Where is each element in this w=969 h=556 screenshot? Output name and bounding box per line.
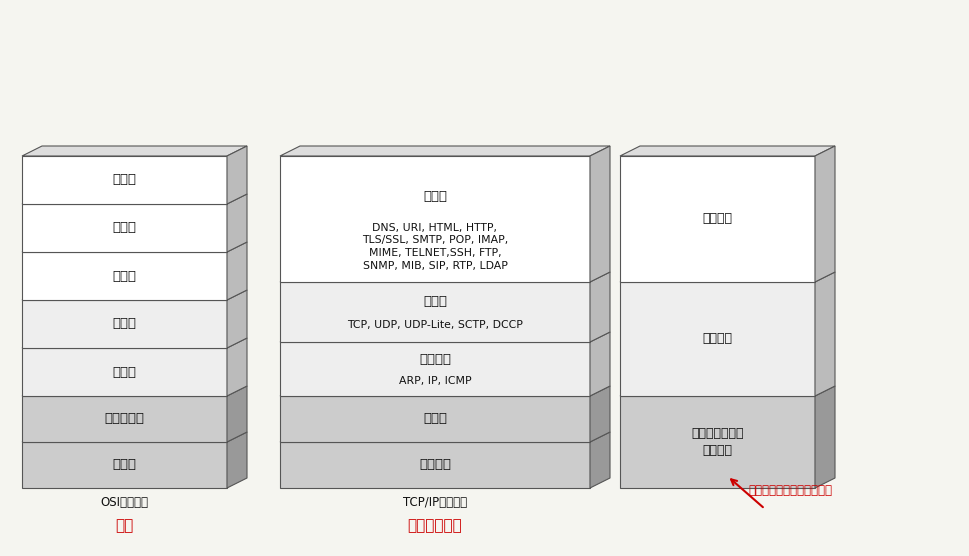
- Text: 表示层: 表示层: [112, 221, 137, 235]
- Text: 五层（四层）: 五层（四层）: [407, 518, 462, 533]
- Polygon shape: [227, 338, 247, 396]
- Polygon shape: [280, 332, 610, 342]
- Text: 互联网层: 互联网层: [419, 353, 451, 366]
- Polygon shape: [589, 432, 610, 488]
- Polygon shape: [22, 386, 247, 396]
- Text: 网卡层: 网卡层: [422, 413, 447, 425]
- Text: 传输层: 传输层: [112, 317, 137, 330]
- Polygon shape: [22, 432, 247, 442]
- Text: 应用程序: 应用程序: [702, 212, 732, 226]
- Polygon shape: [589, 386, 610, 442]
- Polygon shape: [227, 194, 247, 252]
- Polygon shape: [22, 348, 227, 396]
- Text: TCP/IP分层模型: TCP/IP分层模型: [402, 496, 467, 509]
- Polygon shape: [280, 146, 610, 156]
- Polygon shape: [227, 432, 247, 488]
- Text: 会话层: 会话层: [112, 270, 137, 282]
- Text: TCP, UDP, UDP-Lite, SCTP, DCCP: TCP, UDP, UDP-Lite, SCTP, DCCP: [347, 320, 522, 330]
- Text: 七层: 七层: [115, 518, 134, 533]
- Polygon shape: [22, 156, 227, 204]
- Text: （硬件）: （硬件）: [419, 459, 451, 471]
- Polygon shape: [589, 146, 610, 282]
- Text: 应用层: 应用层: [112, 173, 137, 186]
- Text: 操作系统与应用程序的层次: 操作系统与应用程序的层次: [747, 484, 831, 497]
- Text: ARP, IP, ICMP: ARP, IP, ICMP: [398, 376, 471, 386]
- Polygon shape: [619, 386, 834, 396]
- Polygon shape: [22, 242, 247, 252]
- Polygon shape: [22, 396, 227, 442]
- Polygon shape: [619, 156, 814, 282]
- Polygon shape: [280, 442, 589, 488]
- Polygon shape: [22, 442, 227, 488]
- Text: 应用层: 应用层: [422, 190, 447, 203]
- Polygon shape: [280, 396, 589, 442]
- Polygon shape: [22, 204, 227, 252]
- Polygon shape: [619, 272, 834, 282]
- Polygon shape: [589, 332, 610, 396]
- Polygon shape: [22, 338, 247, 348]
- Polygon shape: [619, 146, 834, 156]
- Polygon shape: [227, 146, 247, 204]
- Polygon shape: [814, 146, 834, 282]
- Polygon shape: [589, 272, 610, 342]
- Text: 操作系统: 操作系统: [702, 332, 732, 345]
- Text: 数据链路层: 数据链路层: [105, 413, 144, 425]
- Polygon shape: [280, 156, 589, 282]
- Polygon shape: [22, 252, 227, 300]
- Polygon shape: [22, 146, 247, 156]
- Polygon shape: [22, 300, 227, 348]
- Text: 物理层: 物理层: [112, 459, 137, 471]
- Polygon shape: [814, 386, 834, 488]
- Polygon shape: [619, 282, 814, 396]
- Polygon shape: [280, 342, 589, 396]
- Text: 传输层: 传输层: [422, 295, 447, 307]
- Polygon shape: [22, 194, 247, 204]
- Polygon shape: [227, 290, 247, 348]
- Polygon shape: [814, 272, 834, 396]
- Polygon shape: [227, 386, 247, 442]
- Polygon shape: [22, 290, 247, 300]
- Polygon shape: [619, 396, 814, 488]
- Text: 网络层: 网络层: [112, 365, 137, 379]
- Text: DNS, URI, HTML, HTTP,
TLS/SSL, SMTP, POP, IMAP,
MIME, TELNET,SSH, FTP,
SNMP, MIB: DNS, URI, HTML, HTTP, TLS/SSL, SMTP, POP…: [361, 222, 508, 271]
- Text: 设备驱动程序与
网络接口: 设备驱动程序与 网络接口: [691, 427, 743, 457]
- Text: OSI参考模型: OSI参考模型: [101, 496, 148, 509]
- Polygon shape: [280, 272, 610, 282]
- Polygon shape: [280, 282, 589, 342]
- Polygon shape: [280, 432, 610, 442]
- Polygon shape: [227, 242, 247, 300]
- Polygon shape: [280, 386, 610, 396]
